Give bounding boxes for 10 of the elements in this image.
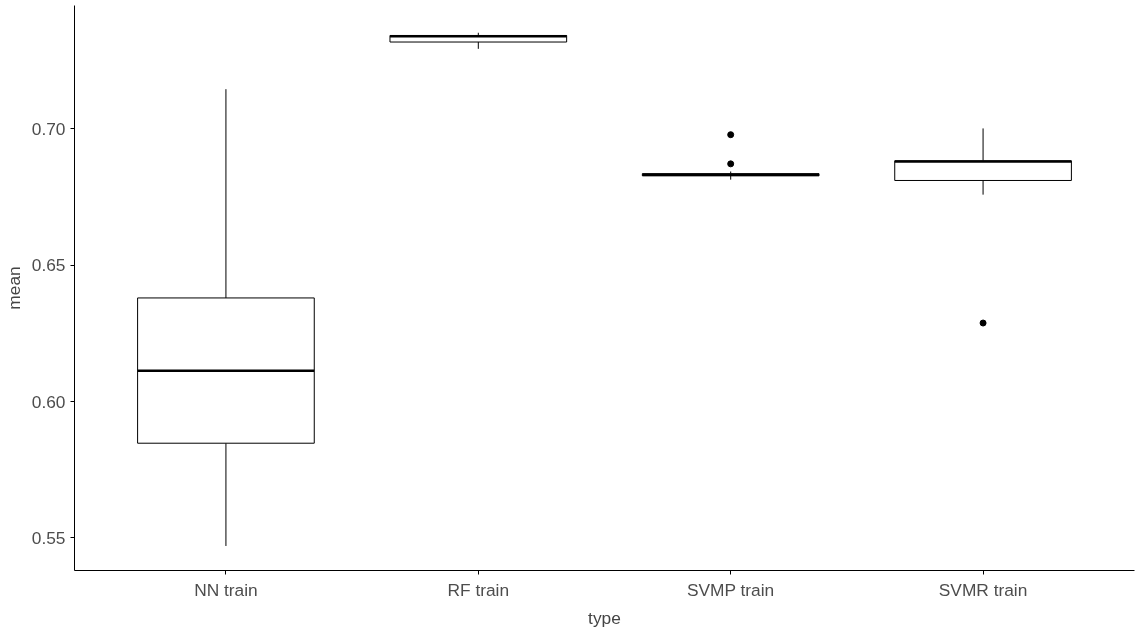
y-axis-title: mean — [3, 266, 24, 310]
x-tick-label: RF train — [447, 579, 510, 600]
y-tick-label: 0.55 — [31, 527, 66, 548]
x-tick-label: NN train — [194, 579, 258, 600]
y-tick-label: 0.60 — [31, 391, 66, 412]
x-tick-label: SVMR train — [938, 579, 1028, 600]
y-tick-label: 0.65 — [31, 255, 66, 276]
x-tick-label: SVMP train — [686, 579, 775, 600]
y-tick-label: 0.70 — [31, 118, 66, 139]
x-axis-title: type — [588, 607, 621, 628]
